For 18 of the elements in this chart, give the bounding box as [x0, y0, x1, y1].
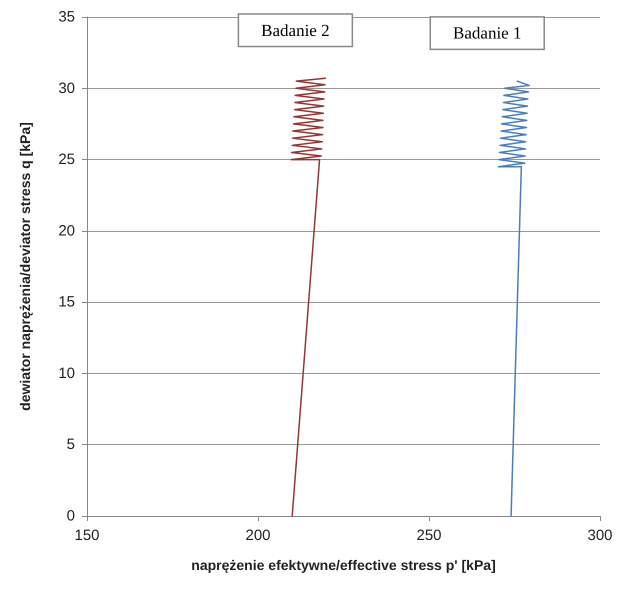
- y-tick-label: 30: [58, 80, 75, 97]
- y-tick-label: 10: [58, 364, 75, 382]
- text: Badanie 2: [261, 20, 330, 40]
- y-tick-label: 15: [58, 294, 75, 311]
- x-tick-label: 250: [416, 527, 442, 544]
- text: Badanie 1: [453, 24, 522, 43]
- y-axis-title: dewiator naprężenia/deviator stress q [kPa]: [17, 122, 33, 411]
- y-tick-label: 5: [66, 436, 75, 454]
- x-tick-label: 300: [587, 527, 613, 544]
- x-tick-label: 200: [245, 527, 271, 544]
- y-tick-label: 25: [58, 151, 75, 168]
- y-tick-label: 20: [58, 222, 75, 240]
- line-series: [290, 78, 326, 517]
- y-tick-label: 35: [58, 8, 75, 26]
- y-tick-label: 0: [66, 508, 75, 524]
- x-axis-title: naprężenie efektywne/effective stress p' [kPa]: [191, 557, 496, 573]
- x-tick-label: 150: [74, 527, 100, 544]
- line-series: [498, 80, 530, 517]
